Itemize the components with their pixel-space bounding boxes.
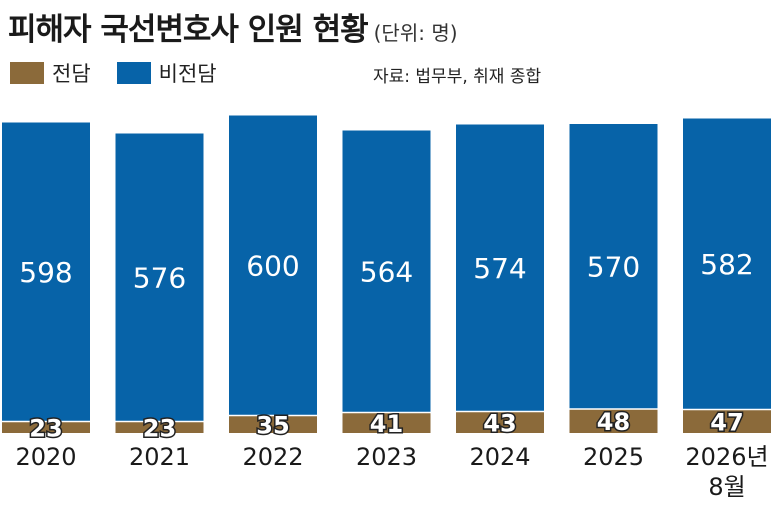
bar-jeondam-0 [2,421,90,433]
bar-bijeondam-0 [2,122,90,422]
value-label-bijeondam-3: 564 [360,256,413,289]
value-label-bijeondam-2: 600 [246,250,299,283]
legend-label-jeondam: 전담 [52,62,91,86]
value-label-jeondam-5: 48 [597,408,630,436]
category-label-2: 2022 [242,443,303,471]
unit-label: (단위: 명) [373,21,458,45]
category-label-1: 2021 [129,443,190,471]
bar-jeondam-5 [569,409,658,433]
bar-bijeondam-5 [569,124,658,409]
legend-item-jeondam: 전담 [10,58,91,88]
value-label-jeondam-3: 41 [370,410,403,438]
bar-jeondam-3 [342,412,431,433]
bar-bijeondam-1 [115,133,204,422]
category-label-4: 2024 [469,443,530,471]
category-label-5: 2025 [583,443,644,471]
value-label-jeondam-1: 23 [143,414,176,442]
value-label-jeondam-6: 47 [710,408,743,436]
value-label-bijeondam-4: 574 [473,252,526,285]
bar-jeondam-2 [229,415,317,433]
value-label-bijeondam-1: 576 [133,262,186,295]
legend-swatch-jeondam [10,62,44,84]
legend-item-bijeondam: 비전담 [116,58,217,88]
bar-jeondam-6 [683,409,771,433]
chart-title: 피해자 국선변호사 인원 현황 [8,12,369,48]
value-label-bijeondam-6: 582 [700,248,753,281]
value-label-jeondam-0: 23 [29,414,62,442]
value-label-bijeondam-0: 598 [19,256,72,289]
legend-swatch-bijeondam [116,62,151,84]
bar-bijeondam-2 [229,115,317,416]
source-note: 자료: 법무부, 취재 종합 [373,67,542,87]
category-label-3: 2023 [356,443,417,471]
bar-jeondam-1 [115,421,204,433]
category-label-0: 2020 [15,443,76,471]
value-label-jeondam-2: 35 [256,411,289,439]
bar-jeondam-4 [456,411,544,433]
chart-title-block: 피해자 국선변호사 인원 현황 (단위: 명) [8,4,458,49]
bar-bijeondam-6 [683,118,771,410]
legend: 전담 비전담 [10,58,243,88]
value-label-jeondam-4: 43 [483,409,516,437]
bar-bijeondam-3 [342,130,431,413]
value-label-bijeondam-5: 570 [587,251,640,284]
category-label-6-line-0: 2026년 [685,443,768,471]
category-label-6-line-1: 8월 [708,473,745,501]
bar-bijeondam-4 [456,124,544,412]
legend-label-bijeondam: 비전담 [158,62,217,86]
